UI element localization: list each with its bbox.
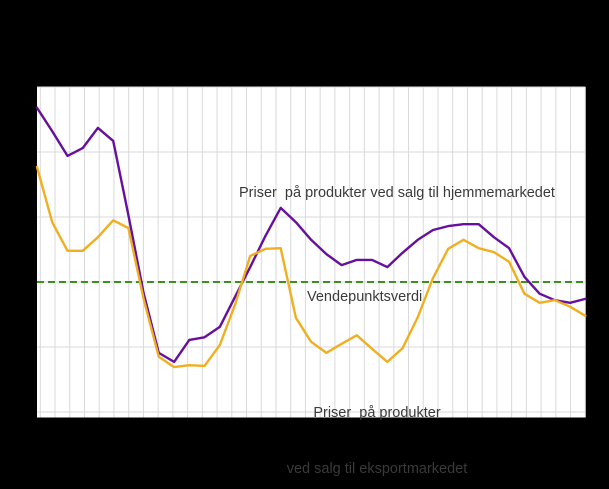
series-label-export-line2: ved salg til eksportmarkedet	[286, 460, 468, 477]
series-lines	[35, 106, 587, 369]
series-line-home-market	[35, 106, 587, 364]
vertical-gridlines	[39, 87, 586, 418]
series-label-export-line1: Priser på produkter	[313, 405, 441, 421]
reference-line-label: Vendepunktsverdi	[307, 289, 423, 305]
series-label-home-market: Priser på produkter ved salg til hjemmem…	[239, 185, 555, 201]
series-label-export-market: Priser på produkter ved salg til eksport…	[287, 367, 468, 489]
series-line-export-market	[35, 165, 587, 369]
